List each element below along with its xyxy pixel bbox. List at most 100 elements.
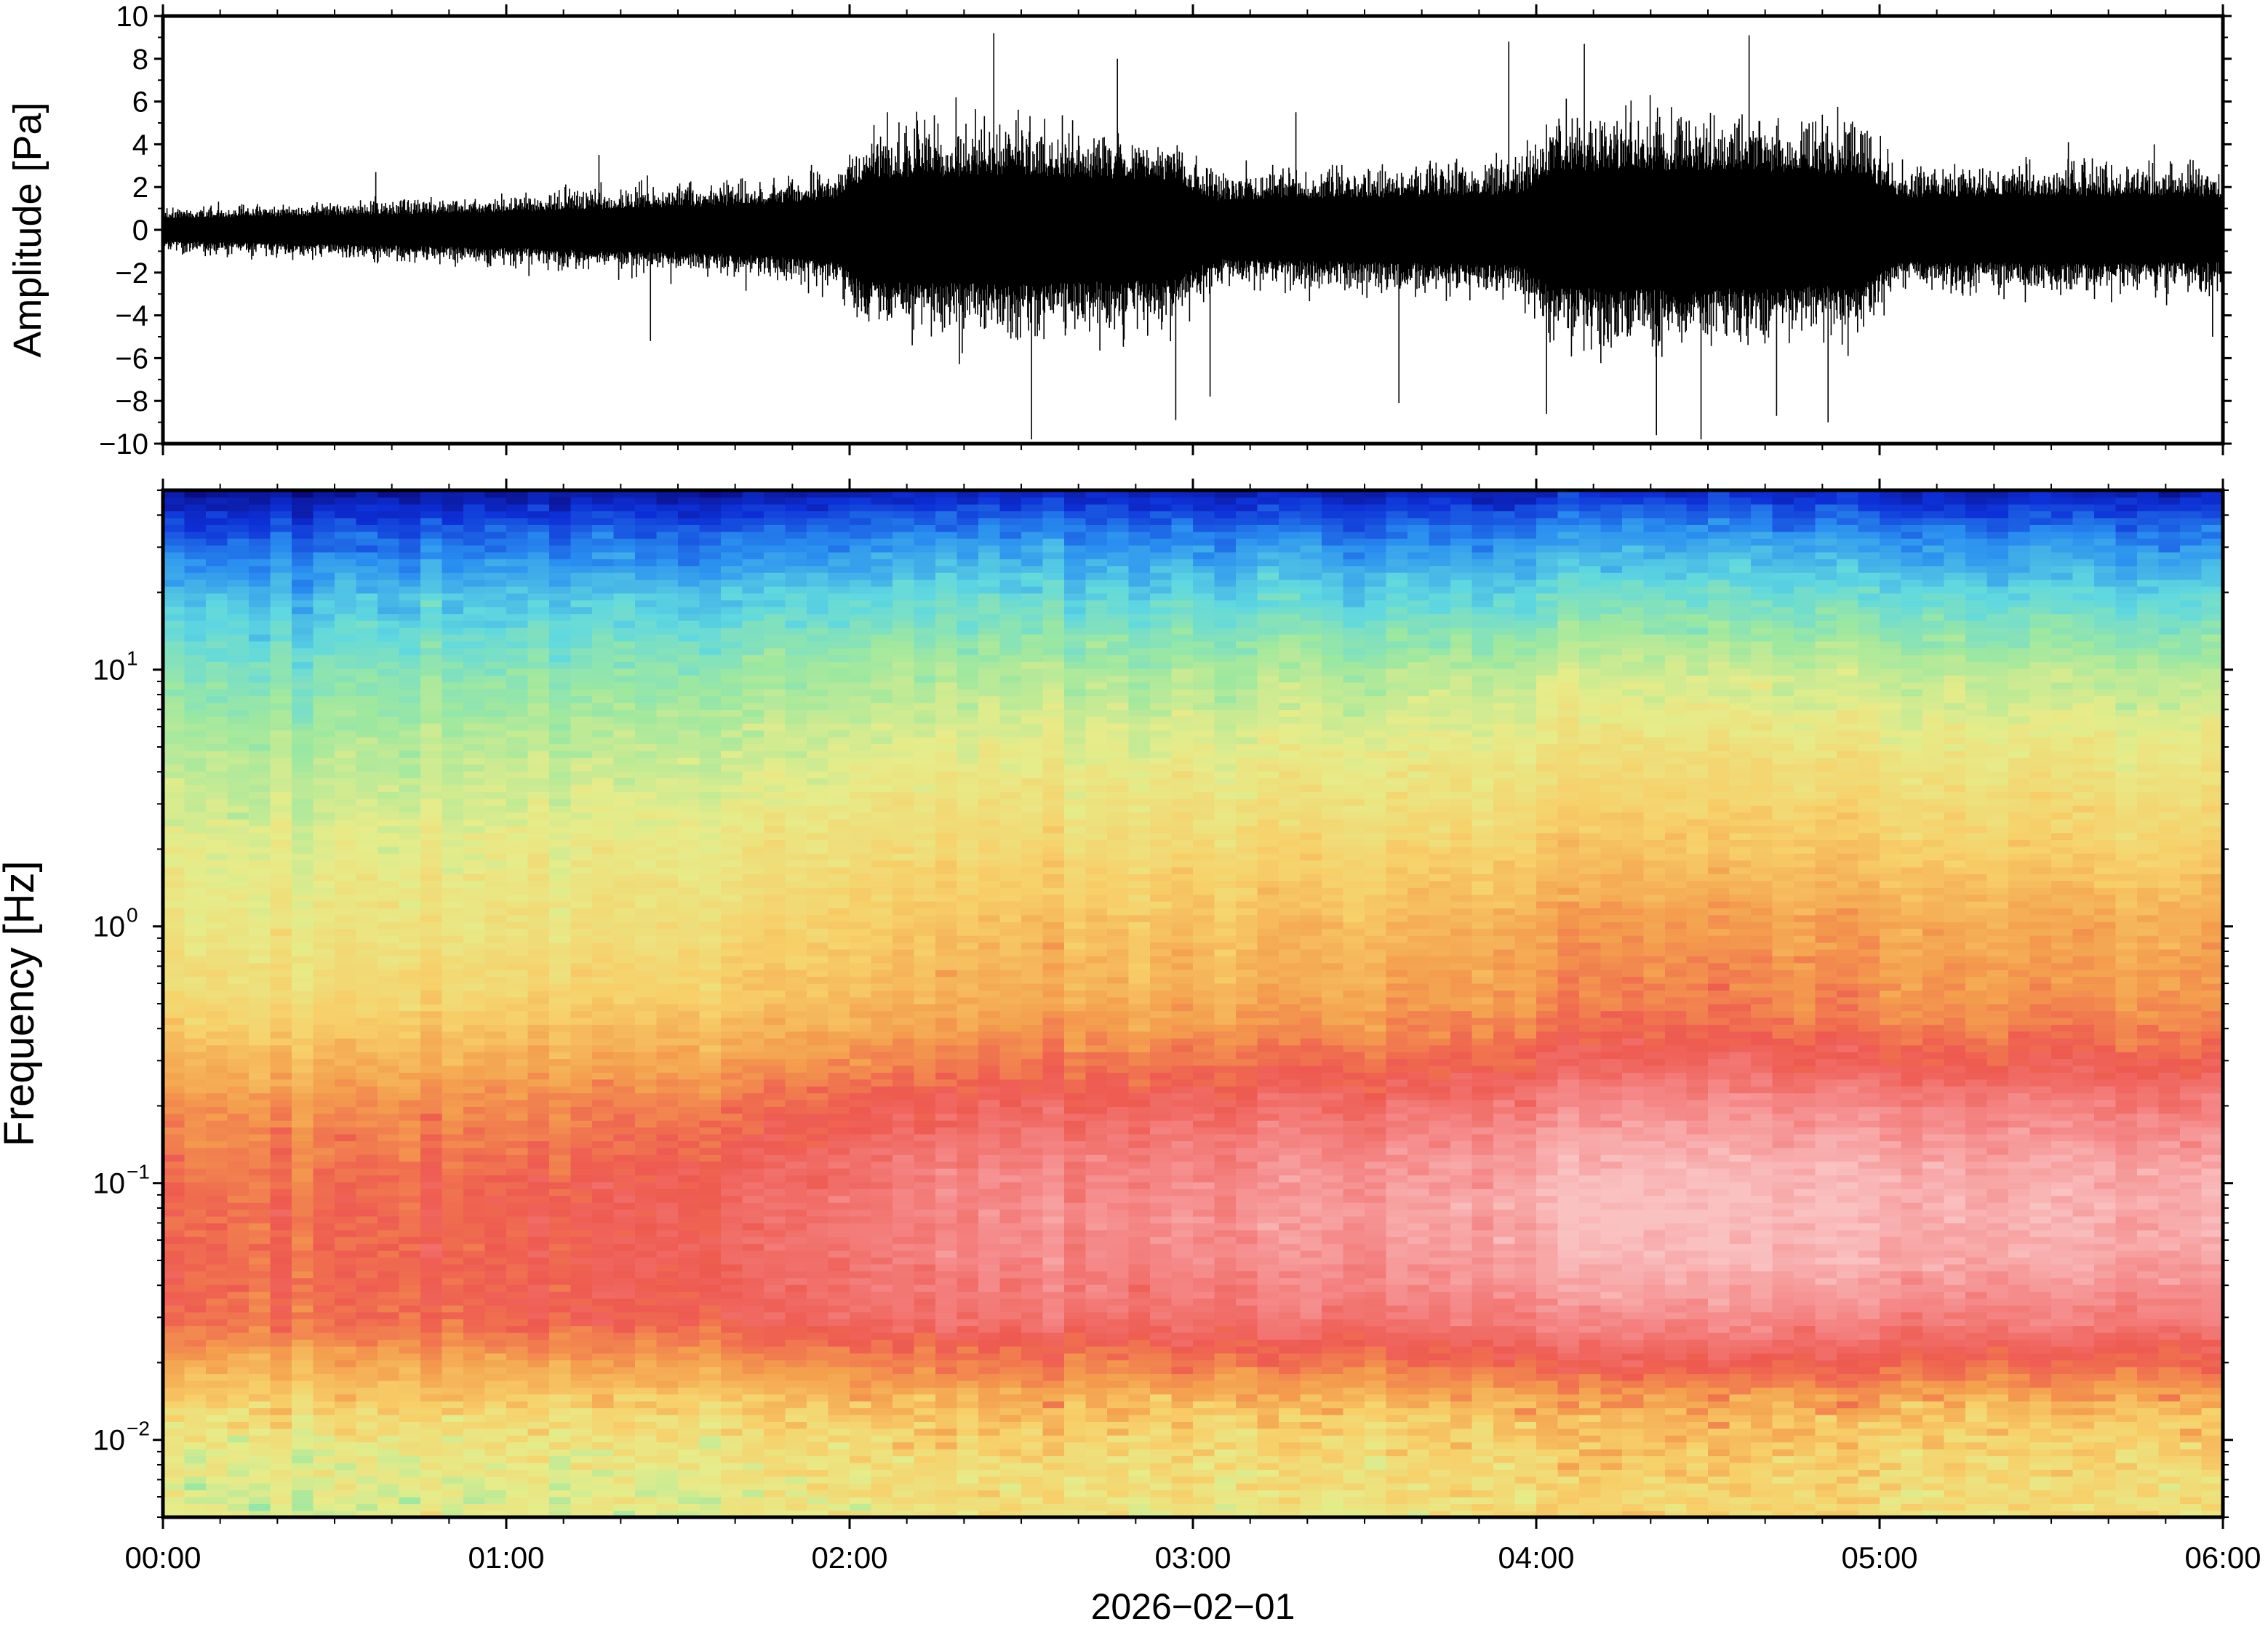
- spectrogram-cell: [549, 1428, 571, 1436]
- spectrogram-cell: [807, 1188, 828, 1196]
- spectrogram-cell: [442, 675, 464, 682]
- spectrogram-cell: [743, 1415, 764, 1422]
- spectrogram-cell: [506, 1188, 528, 1196]
- spectrogram-cell: [378, 1092, 399, 1100]
- spectrogram-cell: [249, 1291, 271, 1298]
- spectrogram-cell: [828, 627, 850, 634]
- spectrogram-cell: [657, 1469, 679, 1476]
- spectrogram-cell: [485, 1052, 507, 1059]
- spectrogram-cell: [721, 545, 743, 552]
- spectrogram-cell: [528, 1346, 550, 1354]
- spectrogram-cell: [657, 1230, 679, 1237]
- spectrogram-cell: [657, 1353, 679, 1360]
- spectrogram-cell: [614, 675, 636, 682]
- spectrogram-cell: [314, 956, 335, 963]
- spectrogram-cell: [635, 942, 657, 949]
- spectrogram-cell: [506, 1360, 528, 1367]
- spectrogram-cell: [571, 1401, 593, 1408]
- spectrogram-cell: [185, 1339, 207, 1346]
- spectrogram-cell: [678, 833, 700, 840]
- spectrogram-cell: [185, 1257, 207, 1264]
- spectrogram-cell: [463, 1421, 485, 1428]
- spectrogram-cell: [378, 511, 399, 518]
- spectrogram-cell: [571, 627, 593, 634]
- spectrogram-cell: [271, 1380, 292, 1388]
- spectrogram-cell: [185, 682, 207, 689]
- spectrogram-cell: [700, 1298, 722, 1306]
- spectrogram-cell: [743, 668, 764, 676]
- spectrogram-cell: [743, 1421, 764, 1428]
- spectrogram-cell: [592, 607, 614, 614]
- spectrogram-cell: [271, 545, 292, 552]
- spectrogram-cell: [614, 1407, 636, 1415]
- spectrogram-cell: [528, 1086, 550, 1093]
- spectrogram-cell: [592, 1092, 614, 1100]
- spectrogram-cell: [721, 1052, 743, 1059]
- spectrogram-cell: [335, 1202, 356, 1210]
- spectrogram-cell: [292, 559, 314, 566]
- spectrogram-cell: [485, 600, 507, 607]
- spectrogram-cell: [271, 675, 292, 682]
- spectrogram-cell: [378, 1209, 399, 1216]
- spectrogram-cell: [506, 730, 528, 737]
- spectrogram-cell: [700, 942, 722, 949]
- spectrogram-cell: [356, 1271, 378, 1278]
- spectrogram-cell: [678, 586, 700, 593]
- spectrogram-cell: [700, 1407, 722, 1415]
- spectrogram-cell: [442, 1106, 464, 1114]
- spectrogram-cell: [420, 1455, 442, 1463]
- spectrogram-cell: [228, 894, 249, 901]
- spectrogram-cell: [786, 1455, 807, 1463]
- spectrogram-cell: [442, 915, 464, 922]
- spectrogram-cell: [807, 1031, 828, 1039]
- spectrogram-cell: [786, 956, 807, 963]
- spectrogram-cell: [249, 1134, 271, 1141]
- spectrogram-cell: [807, 1168, 828, 1175]
- spectrogram-cell: [485, 634, 507, 641]
- spectrogram-cell: [356, 1401, 378, 1408]
- spectrogram-cell: [700, 847, 722, 854]
- spectrogram-cell: [314, 1428, 335, 1436]
- spectrogram-cell: [335, 853, 356, 860]
- spectrogram-cell: [314, 1380, 335, 1388]
- spectrogram-cell: [743, 1401, 764, 1408]
- spectrogram-cell: [163, 716, 185, 724]
- spectrogram-cell: [292, 1188, 314, 1196]
- spectrogram-cell: [635, 1435, 657, 1442]
- spectrogram-cell: [378, 737, 399, 744]
- spectrogram-cell: [528, 1291, 550, 1298]
- spectrogram-cell: [678, 847, 700, 854]
- spectrogram-cell: [700, 1483, 722, 1490]
- spectrogram-cell: [786, 1066, 807, 1073]
- waveform-y-tick-label: 6: [132, 87, 148, 119]
- spectrogram-cell: [228, 1052, 249, 1059]
- spectrogram-cell: [571, 648, 593, 655]
- spectrogram-cell: [292, 586, 314, 593]
- spectrogram-cell: [292, 497, 314, 504]
- spectrogram-cell: [657, 881, 679, 888]
- spectrogram-cell: [614, 956, 636, 963]
- spectrogram-cell: [743, 607, 764, 614]
- spectrogram-cell: [592, 1455, 614, 1463]
- spectrogram-cell: [571, 826, 593, 833]
- spectrogram-cell: [206, 791, 228, 799]
- spectrogram-cell: [828, 1463, 850, 1470]
- spectrogram-cell: [700, 1045, 722, 1052]
- spectrogram-cell: [743, 1257, 764, 1264]
- spectrogram-cell: [185, 1010, 207, 1018]
- spectrogram-cell: [786, 970, 807, 977]
- spectrogram-cell: [185, 1209, 207, 1216]
- spectrogram-cell: [442, 839, 464, 847]
- spectrogram-cell: [271, 524, 292, 532]
- spectrogram-cell: [700, 1360, 722, 1367]
- spectrogram-cell: [163, 1305, 185, 1312]
- spectrogram-cell: [850, 1503, 871, 1511]
- spectrogram-cell: [614, 1463, 636, 1470]
- spectrogram-cell: [399, 942, 421, 949]
- spectrogram-cell: [249, 976, 271, 983]
- spectrogram-cell: [463, 1435, 485, 1442]
- spectrogram-cell: [635, 1196, 657, 1203]
- spectrogram-cell: [549, 1264, 571, 1271]
- spectrogram-cell: [850, 1271, 871, 1278]
- spectrogram-cell: [335, 1209, 356, 1216]
